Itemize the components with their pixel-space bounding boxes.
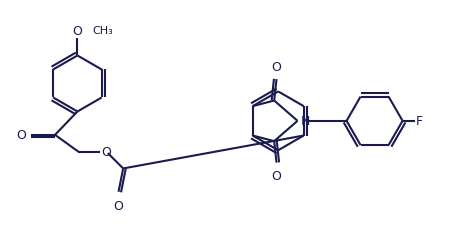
Text: N: N	[300, 115, 309, 128]
Text: O: O	[101, 146, 111, 159]
Text: O: O	[72, 25, 82, 38]
Text: O: O	[271, 61, 281, 74]
Text: O: O	[113, 199, 123, 212]
Text: O: O	[16, 129, 26, 142]
Text: O: O	[271, 169, 281, 182]
Text: F: F	[415, 115, 422, 128]
Text: CH₃: CH₃	[92, 26, 113, 36]
